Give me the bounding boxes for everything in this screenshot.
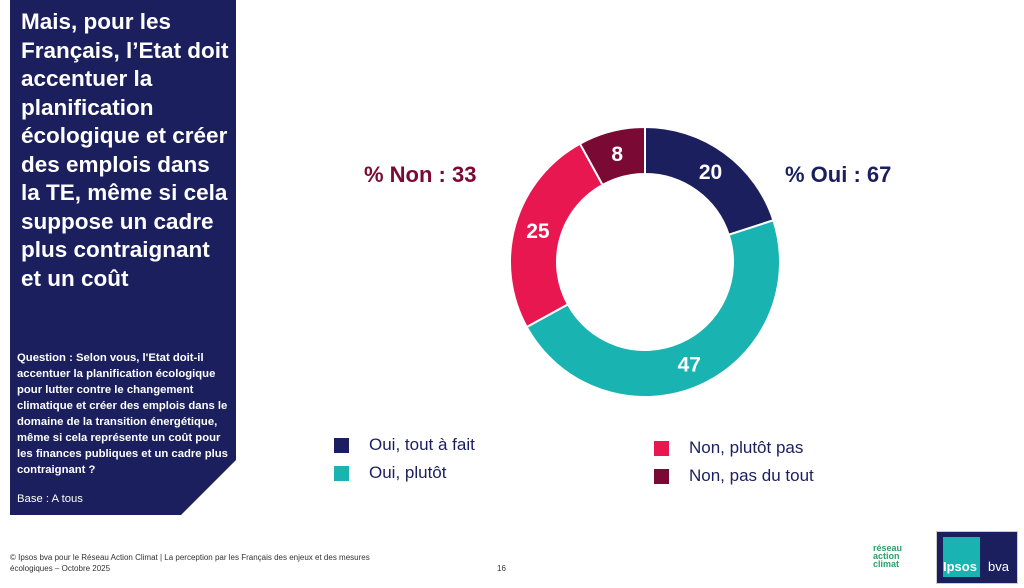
- kpi-non: % Non : 33: [364, 162, 477, 187]
- legend-item: Oui, tout à fait: [334, 435, 475, 455]
- kpi-oui: % Oui : 67: [785, 162, 892, 187]
- legend-label: Non, pas du tout: [689, 466, 814, 485]
- question-text: Question : Selon vous, l'Etat doit-il ac…: [17, 352, 228, 476]
- legend-swatch: [334, 437, 349, 453]
- ipsos-bva-logo: Ipsos bva: [936, 531, 1018, 584]
- legend-label: Oui, tout à fait: [369, 435, 475, 454]
- legend-item: Non, plutôt pas: [654, 438, 803, 458]
- data-label: 8: [611, 143, 623, 166]
- rac-logo: réseau action climat: [873, 543, 903, 569]
- legend-label: Non, plutôt pas: [689, 438, 804, 457]
- legend-swatch: [654, 468, 669, 484]
- slide-title: Mais, pour les Français, l’Etat doit acc…: [21, 9, 229, 291]
- legend-label: Oui, plutôt: [369, 463, 447, 482]
- data-label: 20: [699, 161, 722, 184]
- donut-slice: [525, 219, 781, 398]
- page-number: 16: [497, 564, 506, 573]
- base-text: Base : A tous: [17, 493, 83, 505]
- legend-swatch: [334, 465, 349, 481]
- title-panel: Mais, pour les Français, l’Etat doit acc…: [10, 0, 236, 515]
- legend-swatch: [654, 440, 669, 456]
- footer-text: © Ipsos bva pour le Réseau Action Climat…: [10, 553, 370, 573]
- data-label: 25: [526, 220, 550, 243]
- data-label: 47: [678, 353, 701, 376]
- donut-slice: [578, 125, 646, 187]
- legend-item: Non, pas du tout: [654, 466, 814, 486]
- legend-item: Oui, plutôt: [334, 463, 447, 483]
- donut-slice: [509, 142, 604, 329]
